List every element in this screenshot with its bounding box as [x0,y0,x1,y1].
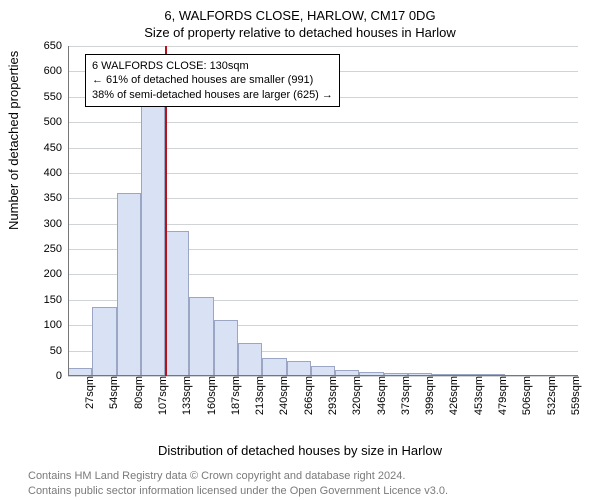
histogram-bar [117,193,141,376]
annotation-box: 6 WALFORDS CLOSE: 130sqm← 61% of detache… [85,54,340,107]
y-tick-label: 450 [44,142,68,154]
x-tick-label: 107sqm [153,376,169,415]
footer-line-1: Contains HM Land Registry data © Crown c… [28,469,448,483]
y-tick-label: 550 [44,91,68,103]
x-tick-label: 293sqm [323,376,339,415]
axis-line [68,46,69,376]
footer-line-2: Contains public sector information licen… [28,484,448,498]
y-tick-label: 200 [44,268,68,280]
x-tick-label: 426sqm [444,376,460,415]
y-tick-label: 650 [44,40,68,52]
page-title-address: 6, WALFORDS CLOSE, HARLOW, CM17 0DG [0,8,600,23]
y-tick-label: 350 [44,192,68,204]
x-tick-label: 479sqm [493,376,509,415]
y-tick-label: 300 [44,218,68,230]
histogram-bar [287,361,311,376]
histogram-bar [92,307,116,376]
x-tick-label: 506sqm [517,376,533,415]
y-tick-label: 400 [44,167,68,179]
y-tick-label: 0 [56,370,68,382]
y-tick-label: 250 [44,243,68,255]
x-axis-label: Distribution of detached houses by size … [0,443,600,458]
histogram-bar [165,231,189,376]
x-tick-label: 187sqm [226,376,242,415]
histogram-bar [189,297,213,376]
gridline [68,46,578,47]
histogram-bar [214,320,238,376]
x-tick-label: 320sqm [347,376,363,415]
x-tick-label: 133sqm [177,376,193,415]
y-tick-label: 100 [44,319,68,331]
y-tick-label: 500 [44,116,68,128]
x-tick-label: 346sqm [372,376,388,415]
x-tick-label: 453sqm [469,376,485,415]
x-tick-label: 27sqm [80,376,96,409]
x-tick-label: 373sqm [396,376,412,415]
x-tick-label: 399sqm [420,376,436,415]
x-tick-label: 559sqm [566,376,582,415]
annotation-line: 38% of semi-detached houses are larger (… [92,88,333,102]
footer-attribution: Contains HM Land Registry data © Crown c… [28,469,448,498]
axis-line [68,375,578,376]
y-tick-label: 150 [44,294,68,306]
annotation-line: ← 61% of detached houses are smaller (99… [92,73,333,87]
x-tick-label: 240sqm [274,376,290,415]
x-tick-label: 80sqm [129,376,145,409]
x-tick-label: 532sqm [542,376,558,415]
y-axis-label: Number of detached properties [6,51,21,230]
annotation-line: 6 WALFORDS CLOSE: 130sqm [92,59,333,73]
histogram-bar [262,358,286,376]
x-tick-label: 54sqm [104,376,120,409]
y-tick-label: 600 [44,65,68,77]
histogram-bar [141,92,165,376]
x-tick-label: 266sqm [299,376,315,415]
x-tick-label: 213sqm [250,376,266,415]
y-tick-label: 50 [50,345,68,357]
histogram-bar [238,343,262,376]
page-title-subtitle: Size of property relative to detached ho… [0,25,600,40]
x-tick-label: 160sqm [202,376,218,415]
